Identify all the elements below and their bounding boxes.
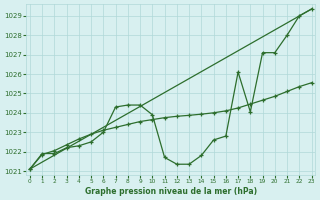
X-axis label: Graphe pression niveau de la mer (hPa): Graphe pression niveau de la mer (hPa) [85,187,257,196]
